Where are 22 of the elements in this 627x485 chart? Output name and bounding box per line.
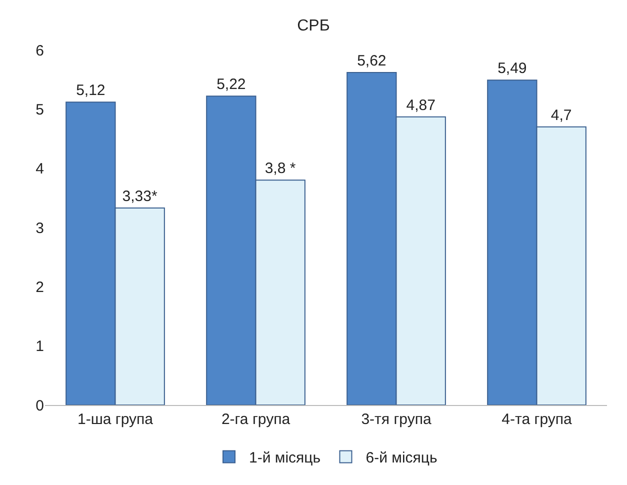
x-tick-label: 3-тя група (361, 411, 432, 428)
data-label: 4,87 (406, 96, 436, 114)
data-label: 5,49 (498, 60, 527, 78)
data-label: 3,8 * (264, 160, 296, 178)
data-label: 5,62 (357, 52, 386, 70)
y-tick-label: 0 (36, 397, 44, 414)
x-tick-label: 4-та група (502, 411, 572, 428)
x-tick-label: 2-га група (221, 411, 291, 428)
y-tick-label: 6 (36, 42, 44, 60)
y-tick-label: 5 (36, 101, 44, 118)
chart-title: СРБ (297, 18, 330, 35)
x-tick-label: 1-ша група (78, 411, 154, 428)
data-label: 3,33* (122, 188, 158, 205)
legend-label: 1-й місяць (249, 450, 321, 467)
data-label: 5,22 (216, 76, 246, 94)
y-tick-label: 1 (36, 338, 44, 356)
data-label: 5,12 (76, 82, 106, 100)
y-tick-label: 2 (36, 278, 44, 296)
y-tick-label: 3 (36, 220, 44, 237)
data-label: 4,7 (550, 106, 572, 124)
legend-label: 6-й місяць (366, 450, 438, 467)
y-tick-label: 4 (36, 160, 44, 178)
